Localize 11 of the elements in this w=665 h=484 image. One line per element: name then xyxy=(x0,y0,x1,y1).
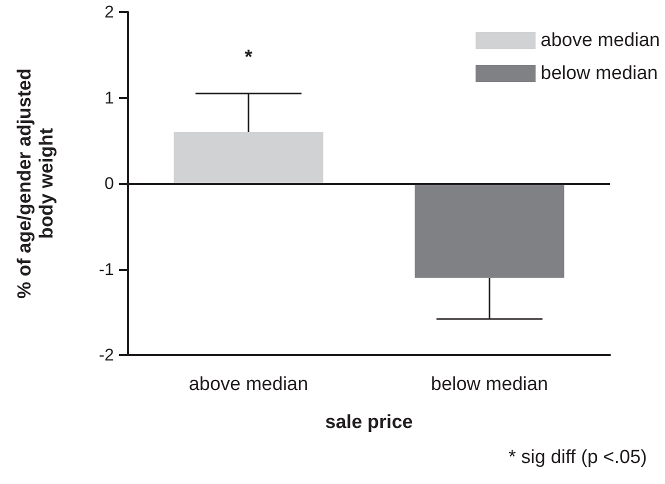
legend-label: above median xyxy=(540,30,660,51)
y-tick-label: 0 xyxy=(104,174,114,193)
y-tick-label: -2 xyxy=(98,346,114,364)
x-axis-title: sale price xyxy=(325,412,413,433)
legend-label: below median xyxy=(540,63,658,84)
y-axis-title: % of age/gender adjusted body weight xyxy=(14,68,58,299)
y-tick-label: -1 xyxy=(98,260,114,279)
y-tick-label: 2 xyxy=(104,2,114,22)
text: * sig diff (p <.05) xyxy=(508,447,647,468)
y-tick-label: 1 xyxy=(104,88,114,108)
annotation: * xyxy=(244,46,253,68)
